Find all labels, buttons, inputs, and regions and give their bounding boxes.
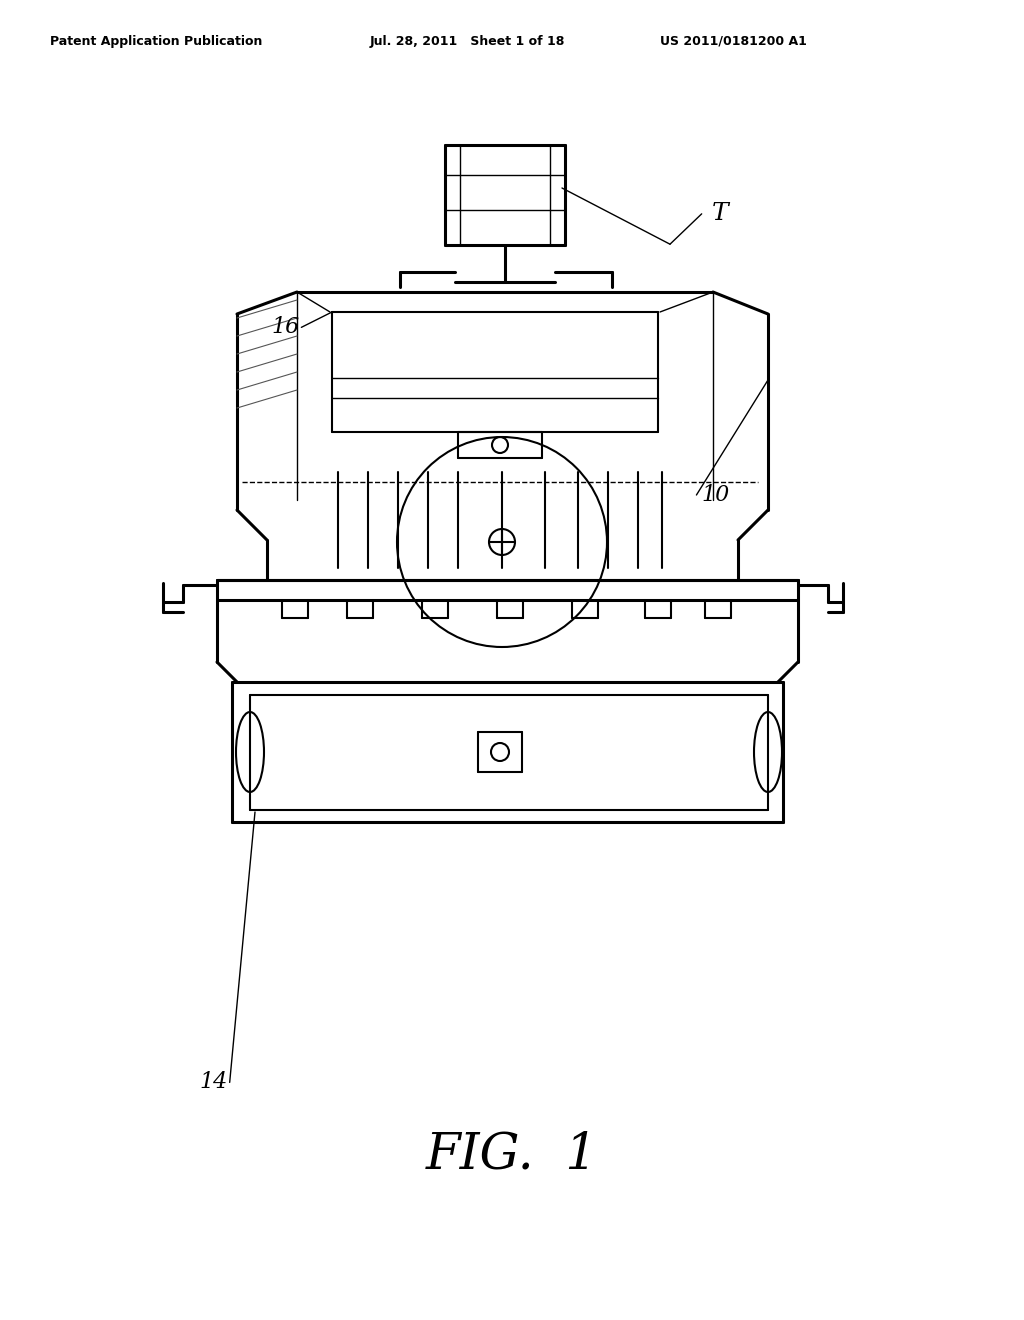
Text: 10: 10 xyxy=(701,484,730,506)
Text: US 2011/0181200 A1: US 2011/0181200 A1 xyxy=(660,36,807,48)
Text: Patent Application Publication: Patent Application Publication xyxy=(50,36,262,48)
Text: 14: 14 xyxy=(200,1072,228,1093)
Text: Jul. 28, 2011   Sheet 1 of 18: Jul. 28, 2011 Sheet 1 of 18 xyxy=(370,36,565,48)
Text: 16: 16 xyxy=(271,317,300,338)
Text: T: T xyxy=(712,202,728,226)
Text: FIG.  1: FIG. 1 xyxy=(426,1130,598,1180)
